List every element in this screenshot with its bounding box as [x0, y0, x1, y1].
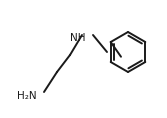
Text: H₂N: H₂N [17, 91, 37, 101]
Text: NH: NH [70, 33, 86, 43]
